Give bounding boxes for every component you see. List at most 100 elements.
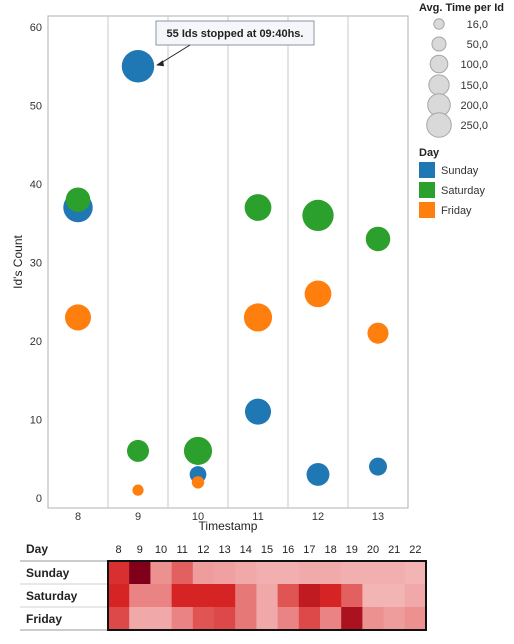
heatmap-cell [404, 607, 427, 631]
heatmap-cell [383, 561, 406, 585]
heatmap-frame [107, 560, 427, 631]
size-legend-swatch [428, 74, 450, 96]
heatmap-cell [341, 561, 363, 585]
scatter-point-friday [191, 476, 205, 489]
heatmap-column-label: 8 [116, 544, 122, 556]
size-legend-swatch [429, 54, 449, 74]
y-tick-label: 0 [36, 493, 42, 505]
heatmap-cell [341, 607, 363, 631]
heatmap-cell [256, 561, 278, 585]
heatmap-cell [320, 584, 342, 608]
color-legend-label: Saturday [441, 185, 486, 197]
color-legend-label: Friday [441, 205, 472, 217]
scatter-point-friday [367, 322, 389, 344]
heatmap-cell [108, 584, 130, 608]
scatter-point-sunday [244, 398, 272, 425]
heatmap: Day 8 9 10 11 12 13 14 15 16 17 18 19 20 21 22 Sunday Sat… [20, 542, 427, 631]
heatmap-column-label: 15 [261, 544, 273, 556]
heatmap-cell [362, 607, 384, 631]
heatmap-row-label: Saturday [26, 589, 78, 603]
heatmap-cell [341, 584, 363, 608]
size-legend-label: 50,0 [467, 39, 488, 51]
scatter-point-saturday [65, 187, 91, 212]
heatmap-column-label: 20 [367, 544, 379, 556]
x-tick-label: 10 [192, 511, 204, 523]
heatmap-cell [150, 584, 172, 608]
heatmap-column-label: 22 [409, 544, 421, 556]
callout-text: 55 Ids stopped at 09:40hs. [167, 28, 304, 40]
scatter-point-saturday [183, 436, 213, 465]
scatter-point-saturday [302, 199, 334, 232]
x-axis-title: Timestamp [199, 519, 258, 533]
size-legend-label: 200,0 [460, 100, 488, 112]
heatmap-cell [108, 607, 130, 631]
x-tick-label: 11 [252, 511, 263, 523]
heatmap-column-label: 17 [303, 544, 315, 556]
heatmap-cell [362, 584, 384, 608]
color-legend-swatch-friday [419, 202, 435, 218]
heatmap-cell [129, 561, 151, 585]
heatmap-cell [192, 561, 215, 585]
annotation-callout: 55 Ids stopped at 09:40hs. [155, 20, 315, 67]
heatmap-row-label: Friday [26, 612, 62, 626]
heatmap-cell [404, 561, 427, 585]
scatter-point-friday [304, 280, 332, 308]
scatter-points [63, 50, 391, 496]
scatter-point-saturday [244, 194, 272, 221]
heatmap-cell [171, 584, 194, 608]
heatmap-column-label: 11 [176, 544, 187, 556]
heatmap-cell [298, 584, 321, 608]
size-legend-swatch [431, 36, 447, 52]
size-legend: Avg. Time per Id 16,0 50,0 100,0 150,0 200,0 2… [419, 2, 504, 138]
x-tick-label: 9 [135, 511, 141, 523]
heatmap-row-header: Day [26, 542, 48, 556]
x-tick-labels: 8 9 10 11 12 13 [75, 511, 384, 523]
x-tick-label: 12 [312, 511, 324, 523]
scatter-point-friday [64, 304, 92, 331]
y-tick-label: 10 [30, 415, 42, 427]
heatmap-cell [256, 584, 278, 608]
heatmap-row-label: Sunday [26, 566, 70, 580]
x-tick-label: 13 [372, 511, 384, 523]
scatter-point-friday [132, 484, 144, 496]
heatmap-cell [256, 607, 278, 631]
heatmap-cell [192, 607, 215, 631]
callout-box [155, 20, 315, 46]
heatmap-cell [192, 584, 215, 608]
heatmap-cell [404, 584, 427, 608]
size-legend-swatch [426, 112, 452, 138]
y-axis-title: Id's Count [11, 235, 25, 289]
heatmap-cell [362, 561, 384, 585]
heatmap-cell [383, 584, 406, 608]
y-tick-labels: 0 10 20 30 40 50 60 [30, 22, 42, 505]
y-tick-label: 50 [30, 101, 42, 113]
callout-arrowhead [156, 60, 164, 67]
size-legend-label: 250,0 [460, 120, 488, 132]
y-tick-label: 20 [30, 336, 42, 348]
heatmap-cell [150, 607, 172, 631]
heatmap-column-label: 19 [346, 544, 358, 556]
size-legend-label: 150,0 [460, 80, 488, 92]
color-legend-label: Sunday [441, 165, 479, 177]
heatmap-cell [129, 607, 151, 631]
heatmap-cell [108, 561, 130, 585]
heatmap-cell [214, 561, 236, 585]
heatmap-column-label: 10 [155, 544, 167, 556]
color-legend-swatch-saturday [419, 182, 435, 198]
heatmap-cell [235, 584, 257, 608]
heatmap-cell [383, 607, 406, 631]
heatmap-cell [171, 561, 194, 585]
heatmap-column-label: 21 [388, 544, 400, 556]
scatter-point-friday [243, 303, 273, 332]
heatmap-cell [277, 561, 300, 585]
callout-pointer [158, 44, 191, 65]
size-legend-label: 100,0 [460, 59, 488, 71]
heatmap-column-label: 13 [218, 544, 230, 556]
heatmap-column-label: 9 [137, 544, 143, 556]
heatmap-column-label: 12 [197, 544, 209, 556]
x-tick-label: 8 [75, 511, 81, 523]
size-legend-swatch [433, 18, 445, 30]
scatter-point-sunday [121, 50, 155, 83]
heatmap-cell [214, 607, 236, 631]
